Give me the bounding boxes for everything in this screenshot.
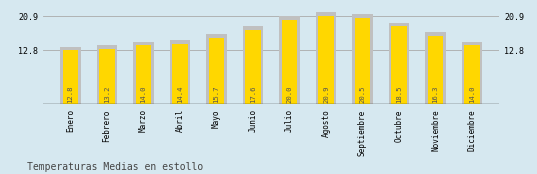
Text: 20.9: 20.9 bbox=[323, 85, 329, 103]
Text: 13.2: 13.2 bbox=[104, 85, 110, 103]
Bar bbox=[63, 50, 78, 104]
Bar bbox=[279, 16, 300, 104]
Text: Temperaturas Medias en estollo: Temperaturas Medias en estollo bbox=[27, 162, 203, 172]
Bar bbox=[243, 26, 263, 104]
Bar bbox=[462, 42, 482, 104]
Bar bbox=[355, 18, 370, 104]
Bar bbox=[282, 20, 297, 104]
Bar bbox=[99, 49, 114, 104]
Text: 20.5: 20.5 bbox=[359, 85, 366, 103]
Bar bbox=[425, 32, 446, 104]
Bar bbox=[389, 22, 409, 104]
Bar bbox=[206, 34, 227, 104]
Text: 16.3: 16.3 bbox=[432, 85, 439, 103]
Bar bbox=[245, 30, 260, 104]
Bar bbox=[60, 47, 81, 104]
Bar bbox=[133, 42, 154, 104]
Text: 14.4: 14.4 bbox=[177, 85, 183, 103]
Bar bbox=[209, 38, 224, 104]
Text: 14.0: 14.0 bbox=[469, 85, 475, 103]
Text: 14.0: 14.0 bbox=[140, 85, 147, 103]
Text: 18.5: 18.5 bbox=[396, 85, 402, 103]
Bar bbox=[352, 14, 373, 104]
Bar bbox=[136, 45, 151, 104]
Bar bbox=[172, 44, 187, 104]
Text: 15.7: 15.7 bbox=[213, 85, 220, 103]
Bar bbox=[465, 45, 480, 104]
Text: 20.0: 20.0 bbox=[286, 85, 293, 103]
Bar bbox=[170, 40, 190, 104]
Bar bbox=[391, 26, 407, 104]
Text: 17.6: 17.6 bbox=[250, 85, 256, 103]
Bar bbox=[316, 12, 336, 104]
Bar bbox=[428, 36, 443, 104]
Bar bbox=[97, 45, 117, 104]
Text: 12.8: 12.8 bbox=[67, 85, 74, 103]
Bar bbox=[318, 16, 333, 104]
